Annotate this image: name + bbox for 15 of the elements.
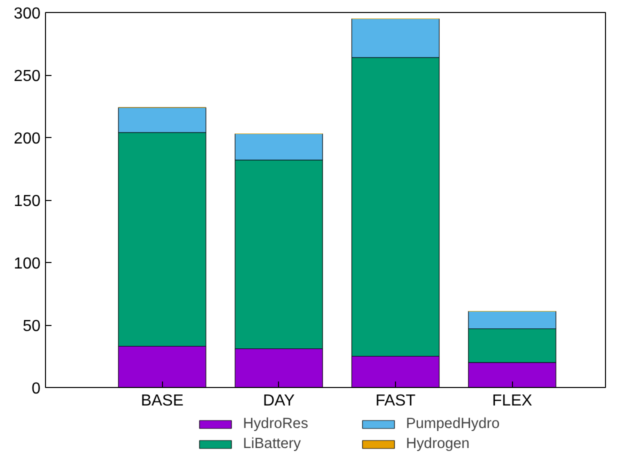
y-tick-label: 100 [14, 256, 41, 272]
y-tick-label: 200 [14, 130, 41, 148]
x-tick-label: BASE [140, 392, 184, 410]
x-tick-label: FLEX [492, 392, 533, 410]
y-tick-label: 50 [22, 318, 41, 335]
x-tick-label: FAST [375, 392, 416, 410]
x-tick-label: DAY [262, 392, 296, 410]
legend-label: Hydrogen [406, 436, 471, 452]
legend-label: HydroRes [243, 416, 310, 432]
y-tick-label: 0 [32, 380, 41, 398]
legend-label: PumpedHydro [406, 416, 501, 432]
y-tick-label: 300 [14, 6, 41, 22]
y-tick-label: 150 [14, 193, 41, 210]
legend-label: LiBattery [243, 436, 302, 452]
y-tick-label: 250 [14, 68, 41, 85]
